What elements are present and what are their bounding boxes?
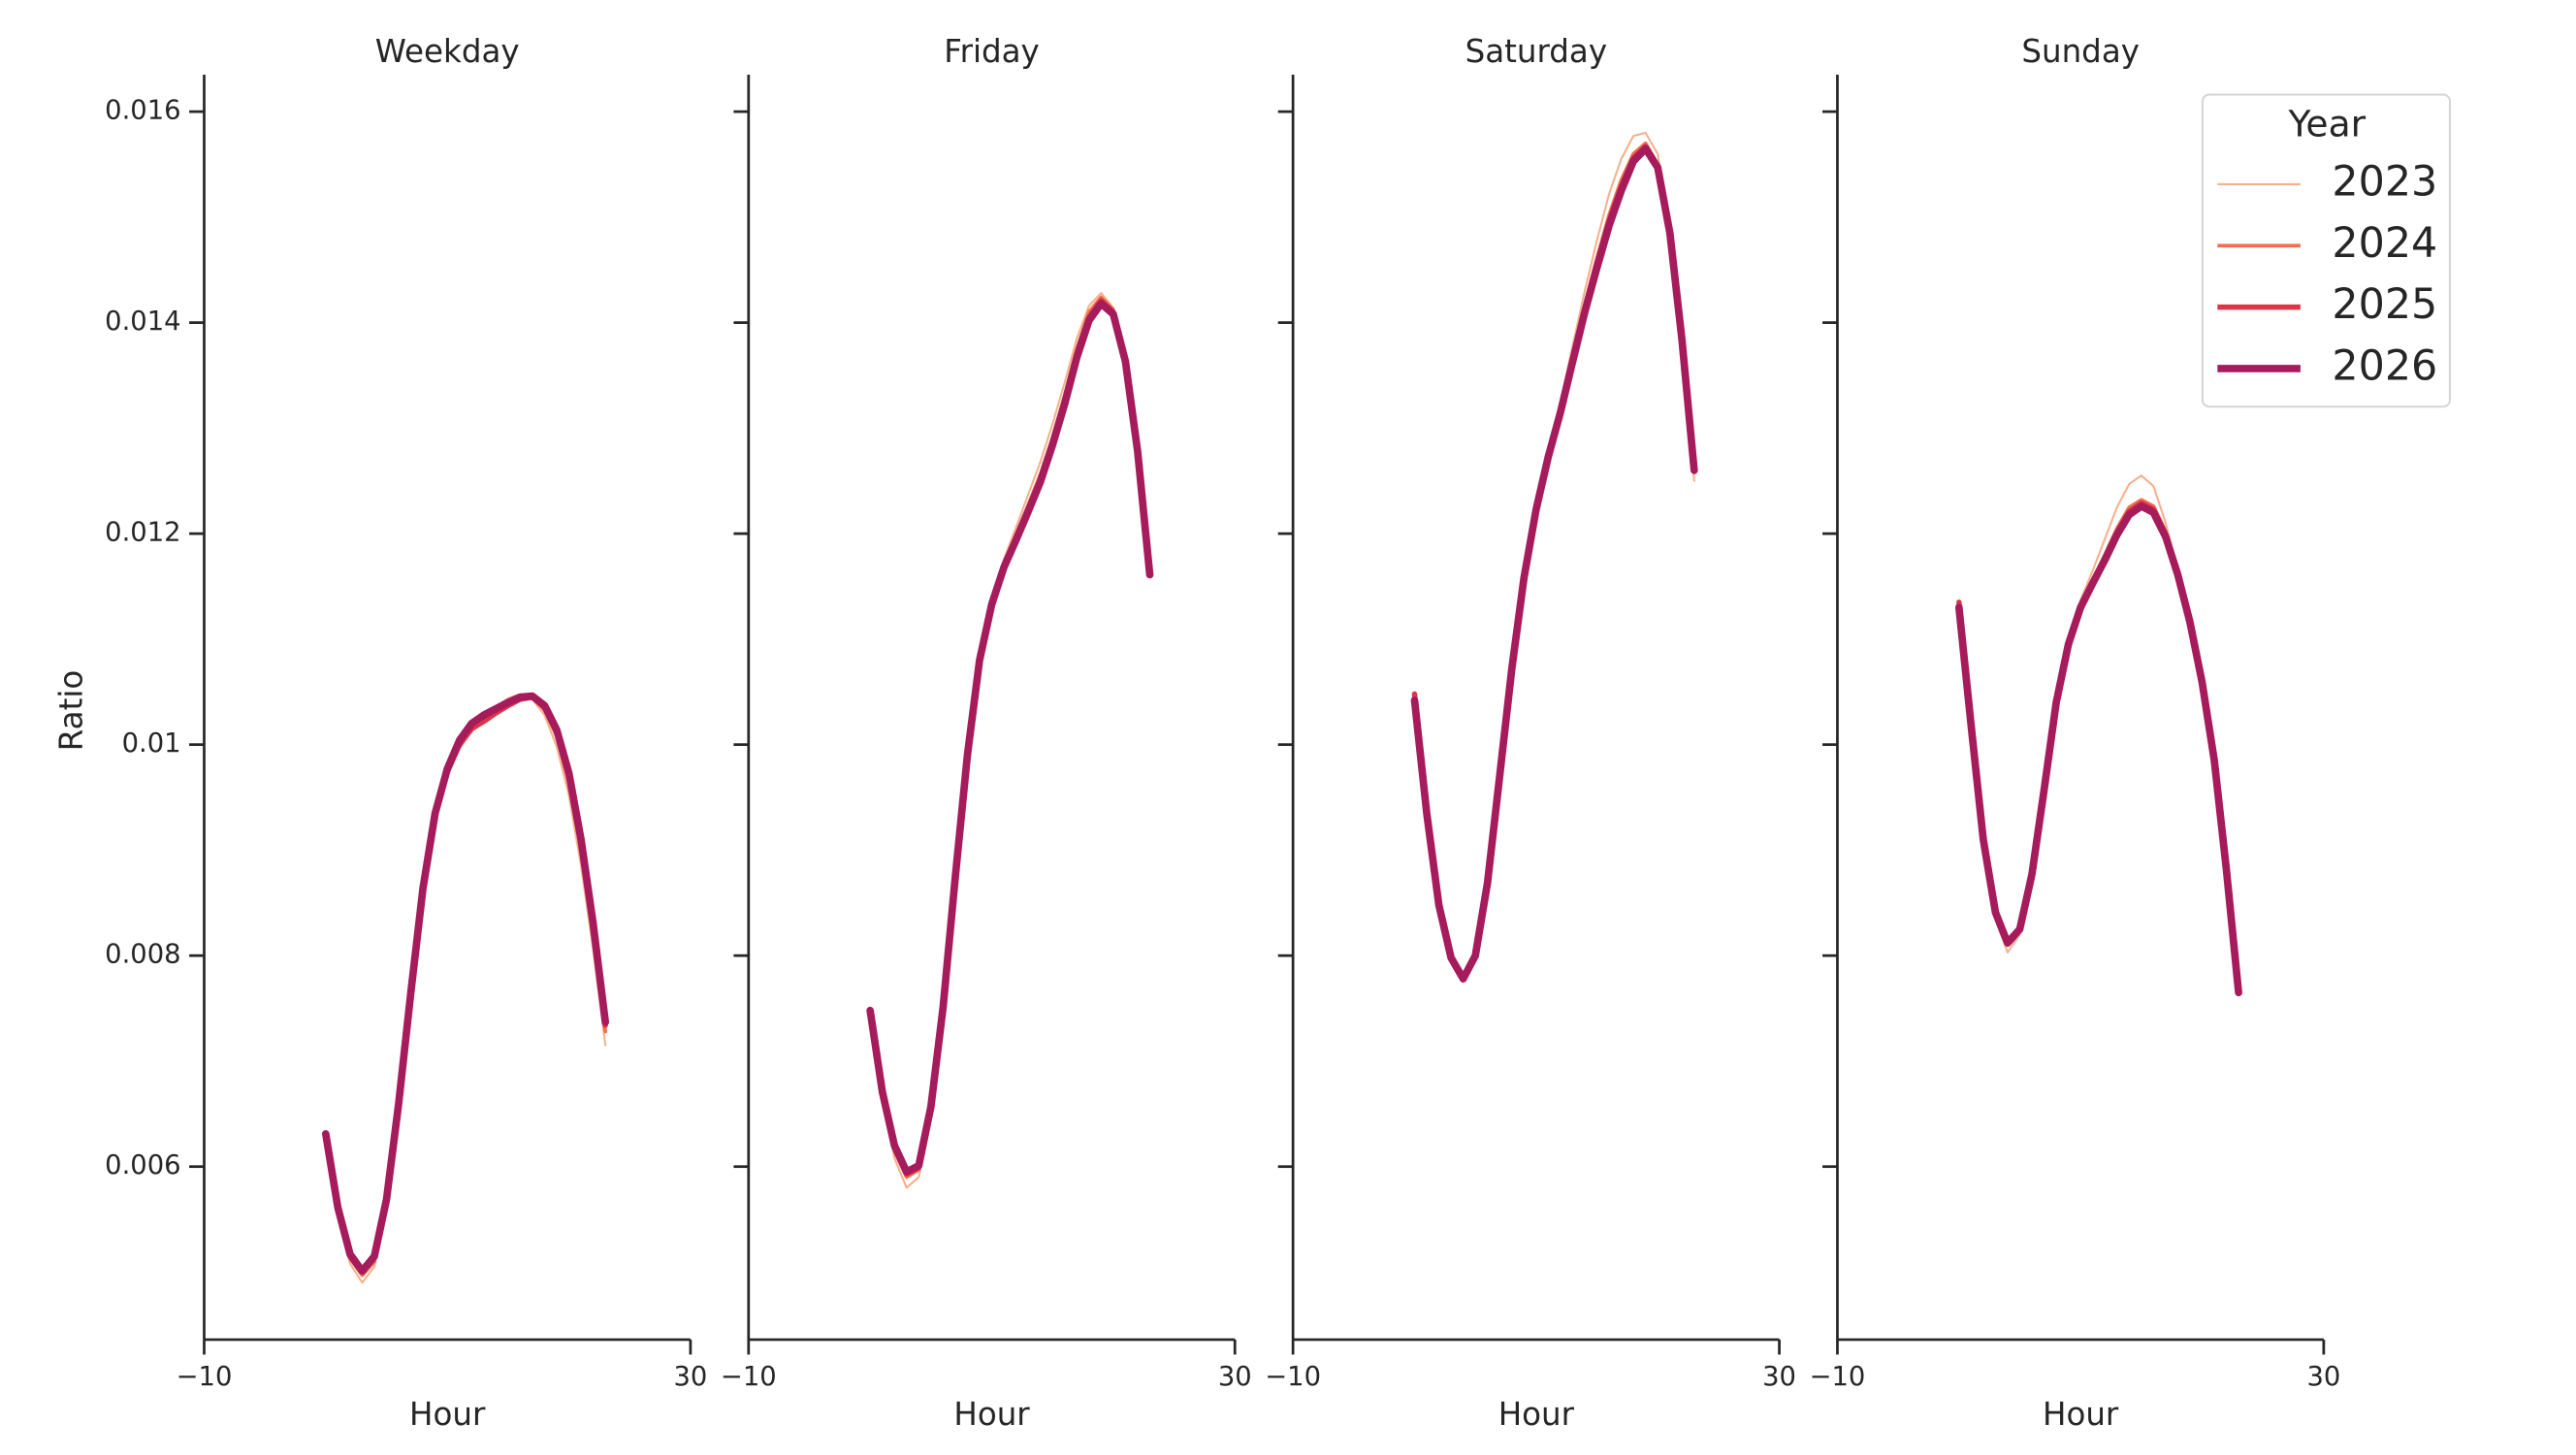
legend-label: 2024: [2332, 219, 2437, 268]
x-axis-label: Hour: [1498, 1396, 1575, 1433]
y-tick-label: 0.014: [105, 307, 180, 337]
x-tick-label: 30: [1762, 1362, 1796, 1392]
series-line: [866, 300, 1154, 1176]
y-tick-label: 0.016: [105, 96, 180, 126]
y-tick-label: 0.012: [105, 518, 180, 548]
legend: Year 2023 2024 2025 2026: [2201, 93, 2451, 408]
x-tick-label: −10: [721, 1362, 777, 1392]
series-line: [1412, 141, 1696, 983]
legend-box: [2201, 93, 2451, 408]
series-line: [867, 298, 1153, 1178]
y-tick-label: 0.01: [122, 728, 181, 759]
panel-title: Weekday: [375, 33, 520, 70]
y-tick-label: 0.006: [105, 1150, 180, 1180]
panel-title: Saturday: [1465, 33, 1607, 70]
series-line: [323, 694, 608, 1276]
x-tick-label: −10: [177, 1362, 233, 1392]
series-line: [868, 295, 1152, 1180]
panel-title: Friday: [944, 33, 1040, 70]
series-line: [322, 692, 610, 1276]
series-line: [1410, 145, 1698, 983]
series-line: [323, 695, 608, 1277]
x-tick-label: −10: [1810, 1362, 1866, 1392]
panel-title: Sunday: [2021, 33, 2140, 70]
x-tick-label: 30: [1218, 1362, 1252, 1392]
y-tick-label: 0.008: [105, 940, 180, 970]
legend-label: 2023: [2332, 157, 2437, 206]
series-line: [1413, 131, 1695, 983]
series-line: [869, 292, 1151, 1189]
legend-label: 2026: [2332, 341, 2437, 390]
series-line: [1411, 144, 1697, 982]
x-axis-label: Hour: [409, 1396, 486, 1433]
y-axis-label: Ratio: [52, 670, 89, 751]
x-tick-label: −10: [1265, 1362, 1321, 1392]
x-tick-label: 30: [2306, 1362, 2340, 1392]
legend-label: 2025: [2332, 280, 2437, 329]
x-axis-label: Hour: [953, 1396, 1030, 1433]
legend-title: Year: [2287, 103, 2366, 146]
series-line: [324, 693, 607, 1284]
x-tick-label: 30: [673, 1362, 707, 1392]
x-axis-label: Hour: [2043, 1396, 2119, 1433]
series-line: [1954, 501, 2242, 997]
